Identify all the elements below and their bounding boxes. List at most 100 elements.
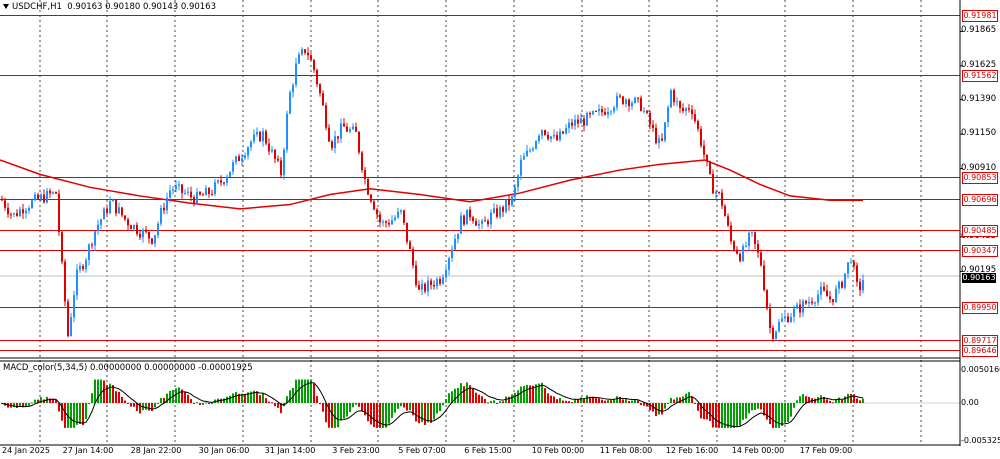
price-candle-body (787, 316, 789, 323)
macd-bar (598, 398, 600, 403)
price-candle-body (58, 193, 60, 233)
dropdown-triangle-icon[interactable] (3, 4, 9, 9)
price-candle-body (19, 209, 21, 217)
macd-bar (760, 403, 762, 410)
price-candle-body (445, 269, 447, 278)
macd-bar (406, 403, 408, 411)
macd-bar (802, 394, 804, 403)
price-candle-body (448, 258, 450, 270)
macd-bar (352, 403, 354, 408)
macd-bar (562, 400, 564, 403)
price-candle-body (595, 111, 597, 113)
macd-bar (280, 403, 282, 414)
price-candle-body (664, 122, 666, 141)
price-candle-body (844, 273, 846, 288)
macd-bar (31, 402, 33, 404)
horizontal-lines[interactable] (0, 15, 960, 351)
macd-bar (304, 379, 306, 403)
level-price-tag: 0.90696 (962, 193, 998, 206)
price-candle-body (424, 284, 426, 292)
price-candle-body (679, 101, 681, 108)
macd-bar (418, 403, 420, 424)
price-candle-body (385, 221, 387, 223)
price-candles (1, 47, 864, 342)
macd-bar (730, 403, 732, 428)
price-candle-body (487, 220, 489, 225)
macd-bar (208, 403, 210, 404)
macd-bar (109, 383, 111, 403)
macd-bar (316, 396, 318, 403)
price-candle-body (154, 235, 156, 244)
price-candle-body (190, 191, 192, 198)
price-candle-body (97, 224, 99, 232)
macd-bar (574, 399, 576, 403)
macd-bar (322, 403, 324, 412)
price-candle-body (13, 213, 15, 215)
macd-bar (28, 403, 30, 406)
macd-bar (550, 395, 552, 403)
price-candle-body (526, 150, 528, 157)
macd-bar (739, 403, 741, 426)
price-candle-body (280, 160, 282, 176)
macd-bar (553, 396, 555, 403)
price-candle-body (601, 109, 603, 113)
time-axis-label: 11 Feb 08:00 (599, 446, 653, 455)
price-candle-body (565, 128, 567, 134)
macd-bar (604, 400, 606, 403)
macd-bar (679, 397, 681, 403)
macd-bar (244, 393, 246, 403)
price-candle-body (7, 207, 9, 215)
price-candle-body (214, 182, 216, 195)
macd-bar (145, 403, 147, 410)
macd-bar (469, 385, 471, 403)
chart-frame (0, 0, 963, 446)
price-candle-body (415, 265, 417, 285)
price-candle-body (130, 225, 132, 229)
macd-bar (838, 397, 840, 403)
macd-bar (187, 394, 189, 403)
macd-bar (421, 403, 423, 423)
price-candle-body (562, 131, 564, 134)
macd-bar (466, 382, 468, 403)
macd-bar (691, 396, 693, 403)
time-axis-label: 24 Jan 2025 (2, 446, 50, 455)
macd-bar (589, 396, 591, 403)
macd-bar (250, 391, 252, 403)
macd-bar (499, 401, 501, 403)
macd-bar (721, 403, 723, 428)
macd-bar (232, 393, 234, 403)
price-candle-body (358, 131, 360, 153)
macd-bar (337, 403, 339, 428)
price-candle-body (541, 129, 543, 136)
price-candle-body (613, 107, 615, 112)
macd-bar (76, 403, 78, 425)
price-candle-body (367, 178, 369, 195)
macd-bar (259, 395, 261, 403)
price-candle-body (772, 327, 774, 339)
macd-bar (607, 400, 609, 403)
time-axis-label: 17 Feb 09:00 (799, 446, 853, 455)
price-candle-body (376, 209, 378, 215)
price-candle-body (568, 122, 570, 129)
price-candle-body (370, 194, 372, 202)
price-candle-body (550, 136, 552, 139)
price-candle-body (88, 244, 90, 260)
price-candle-body (313, 59, 315, 70)
moving-average-line (0, 159, 863, 210)
price-candle-body (268, 143, 270, 152)
macd-bar (640, 403, 642, 406)
macd-bar (733, 403, 735, 428)
price-candle-body (184, 192, 186, 194)
price-candle-body (364, 170, 366, 179)
price-candle-body (265, 131, 267, 144)
price-candle-body (232, 162, 234, 172)
macd-bar (826, 399, 828, 403)
macd-bar (658, 403, 660, 415)
macd-bar (475, 392, 477, 403)
price-candle-body (67, 301, 69, 336)
macd-bar (301, 379, 303, 403)
macd-bar (703, 403, 705, 420)
macd-bar (772, 403, 774, 428)
price-candle-body (46, 190, 48, 203)
